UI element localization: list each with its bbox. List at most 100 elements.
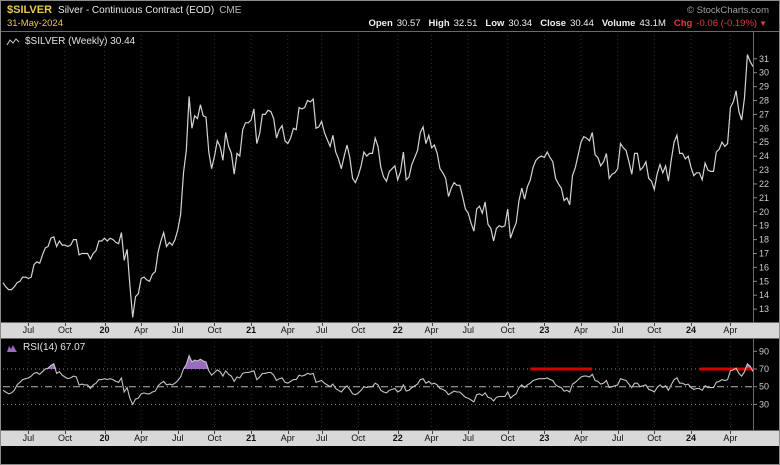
- x-tick-mark: [690, 323, 692, 326]
- x-tick-label: Jul: [22, 325, 35, 335]
- x-tick-mark: [141, 431, 143, 434]
- x-tick-mark: [358, 431, 360, 434]
- price-y-tick-label: 28: [759, 96, 769, 106]
- x-tick-mark: [617, 323, 619, 326]
- price-y-tick-label: 20: [759, 207, 769, 217]
- x-tick-mark: [65, 323, 67, 326]
- x-tick-label: Apr: [280, 433, 295, 443]
- price-y-tick-label: 21: [759, 193, 769, 203]
- x-tick-label: Apr: [280, 325, 295, 335]
- x-tick-label: Apr: [134, 325, 149, 335]
- x-axis-bottom: Jul Oct 20 Apr Jul Oct 21 Apr Jul Oct 22 Apr Jul Oct 2…: [1, 431, 779, 446]
- x-tick-mark: [617, 431, 619, 434]
- rsi-overbought-fill: [3, 355, 753, 369]
- x-tick-mark: [177, 431, 179, 434]
- x-tick-label: Apr: [573, 433, 588, 443]
- quote-value: 30.34: [508, 18, 533, 29]
- x-tick-mark: [141, 323, 143, 326]
- x-tick-label: Jul: [611, 433, 624, 443]
- x-tick-mark: [544, 323, 546, 326]
- quote-label: Volume: [601, 18, 636, 29]
- x-tick-mark: [251, 431, 253, 434]
- x-tick-label: Jul: [315, 325, 328, 335]
- x-axis-top: Jul Oct 20 Apr Jul Oct 21 Apr Jul Oct 22 Apr Jul Oct 2…: [1, 323, 779, 338]
- x-tick-label: Oct: [351, 325, 366, 335]
- price-y-tick-label: 29: [759, 82, 769, 92]
- x-tick-mark: [730, 323, 732, 326]
- x-tick-mark: [177, 323, 179, 326]
- x-tick-mark: [214, 431, 216, 434]
- price-y-tick-label: 25: [759, 137, 769, 147]
- price-y-tick-label: 31: [759, 54, 769, 64]
- x-tick-mark: [581, 323, 582, 326]
- copyright[interactable]: © StockCharts.com: [687, 5, 769, 16]
- x-tick-mark: [654, 323, 656, 326]
- x-tick-mark: [358, 323, 360, 326]
- price-line: [2, 54, 754, 318]
- quote-label: Open: [368, 18, 393, 29]
- exchange-label: CME: [219, 5, 242, 16]
- quote-value: 43.1M: [639, 18, 666, 29]
- rsi-chart-canvas: 90 70 50 30: [1, 338, 779, 431]
- price-y-tick-label: 30: [759, 68, 769, 78]
- x-tick-mark: [214, 323, 216, 326]
- price-y-tick-label: 23: [759, 165, 769, 175]
- price-y-tick-label: 27: [759, 109, 769, 119]
- x-tick-label: Apr: [723, 433, 738, 443]
- quote-value: 32.51: [453, 18, 478, 29]
- quote-value: 30.44: [570, 18, 594, 29]
- x-tick-label: 24: [685, 325, 696, 335]
- x-tick-label: 20: [99, 325, 110, 335]
- price-y-tick-label: 14: [759, 290, 769, 300]
- symbol-label[interactable]: $SILVER: [7, 4, 53, 16]
- x-tick-label: Oct: [58, 433, 73, 443]
- price-legend-label: $SILVER (Weekly) 30.44: [25, 36, 136, 47]
- x-tick-label: Oct: [351, 433, 366, 443]
- quote-row: 31-May-2024 Open 30.57 High 32.51 Low 30.34 Cl…: [7, 18, 773, 30]
- price-legend[interactable]: $SILVER (Weekly) 30.44: [6, 36, 135, 47]
- x-tick-mark: [507, 431, 509, 434]
- rsi-legend[interactable]: RSI(14) 67.07: [6, 342, 85, 353]
- x-tick-mark: [321, 323, 323, 326]
- x-tick-mark: [431, 323, 433, 326]
- x-tick-mark: [397, 323, 399, 326]
- quote-strip: Open 30.57 High 32.51 Low 30.34 Close 30.44 Volu…: [360, 18, 767, 29]
- x-tick-label: Oct: [207, 325, 222, 335]
- x-tick-label: Apr: [424, 325, 439, 335]
- down-arrow-icon: ▼: [759, 19, 767, 28]
- price-y-tick-label: 26: [759, 123, 769, 133]
- x-tick-mark: [654, 431, 656, 434]
- x-tick-mark: [468, 323, 470, 326]
- price-chart-canvas: 31 30 29 28 27 26 25 24 23 22 21 20 19 18 17 16 15 14 13: [1, 31, 779, 323]
- date-label: 31-May-2024: [7, 18, 63, 29]
- x-tick-label: 23: [539, 433, 550, 443]
- price-y-tick-label: 16: [759, 262, 769, 272]
- x-tick-label: Oct: [207, 433, 222, 443]
- x-tick-mark: [431, 431, 433, 434]
- x-tick-label: 21: [246, 433, 257, 443]
- x-tick-label: Jul: [315, 433, 328, 443]
- x-tick-label: Apr: [573, 325, 588, 335]
- quote-label: Low: [485, 18, 505, 29]
- x-tick-label: Jul: [462, 325, 474, 335]
- price-y-tick-label: 17: [759, 248, 769, 258]
- x-tick-mark: [104, 431, 106, 434]
- x-tick-label: Jul: [611, 325, 624, 335]
- x-tick-label: Apr: [134, 433, 149, 443]
- price-panel: 31 30 29 28 27 26 25 24 23 22 21 20 19 18 17 16 15 14 13 $…: [1, 31, 779, 323]
- line-chart-icon: [6, 37, 20, 45]
- x-tick-mark: [690, 431, 692, 434]
- x-tick-label: Oct: [647, 433, 662, 443]
- quote-value: 30.57: [396, 18, 421, 29]
- x-tick-label: 22: [392, 325, 403, 335]
- x-tick-label: Jul: [22, 433, 35, 443]
- rsi-y-tick-label: 90: [759, 346, 769, 356]
- x-tick-label: Oct: [500, 325, 515, 335]
- x-tick-label: 24: [685, 433, 696, 443]
- x-tick-label: Oct: [500, 433, 515, 443]
- rsi-line: [2, 354, 754, 406]
- x-tick-mark: [544, 431, 546, 434]
- x-tick-mark: [321, 431, 323, 434]
- x-tick-label: Apr: [424, 433, 439, 443]
- rsi-legend-label: RSI(14) 67.07: [23, 342, 86, 353]
